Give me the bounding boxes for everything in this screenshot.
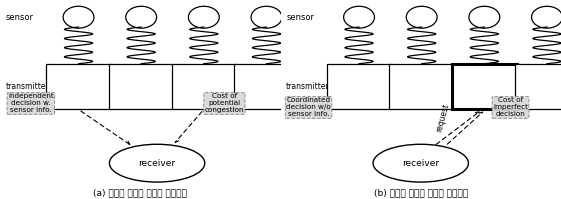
Bar: [452, 64, 517, 109]
Text: request: request: [435, 102, 451, 133]
Bar: [109, 64, 173, 109]
Ellipse shape: [373, 144, 468, 182]
Text: Cost of
imperfect
decision: Cost of imperfect decision: [493, 98, 528, 117]
Bar: [327, 64, 392, 109]
Bar: [389, 64, 454, 109]
Text: (a) 전송자 중심의 능동적 정보수집: (a) 전송자 중심의 능동적 정보수집: [93, 188, 187, 197]
Ellipse shape: [109, 144, 205, 182]
Bar: [234, 64, 298, 109]
Bar: [172, 64, 236, 109]
Bar: [514, 64, 561, 109]
Bar: [46, 64, 111, 109]
Text: sensor: sensor: [286, 13, 314, 22]
Text: receiver: receiver: [402, 159, 439, 168]
Text: Coordinated
decision w/o
sensor info.: Coordinated decision w/o sensor info.: [286, 98, 331, 117]
Text: independent
decision w.
sensor info.: independent decision w. sensor info.: [8, 94, 54, 113]
Text: transmitter: transmitter: [6, 82, 49, 91]
Text: Cost of
potential
congestion: Cost of potential congestion: [205, 94, 244, 113]
Text: transmitter: transmitter: [286, 82, 330, 91]
Text: receiver: receiver: [139, 159, 176, 168]
Text: sensor: sensor: [6, 13, 34, 22]
Text: (b) 수신자 중심의 수동적 정보수집: (b) 수신자 중심의 수동적 정보수집: [374, 188, 468, 197]
